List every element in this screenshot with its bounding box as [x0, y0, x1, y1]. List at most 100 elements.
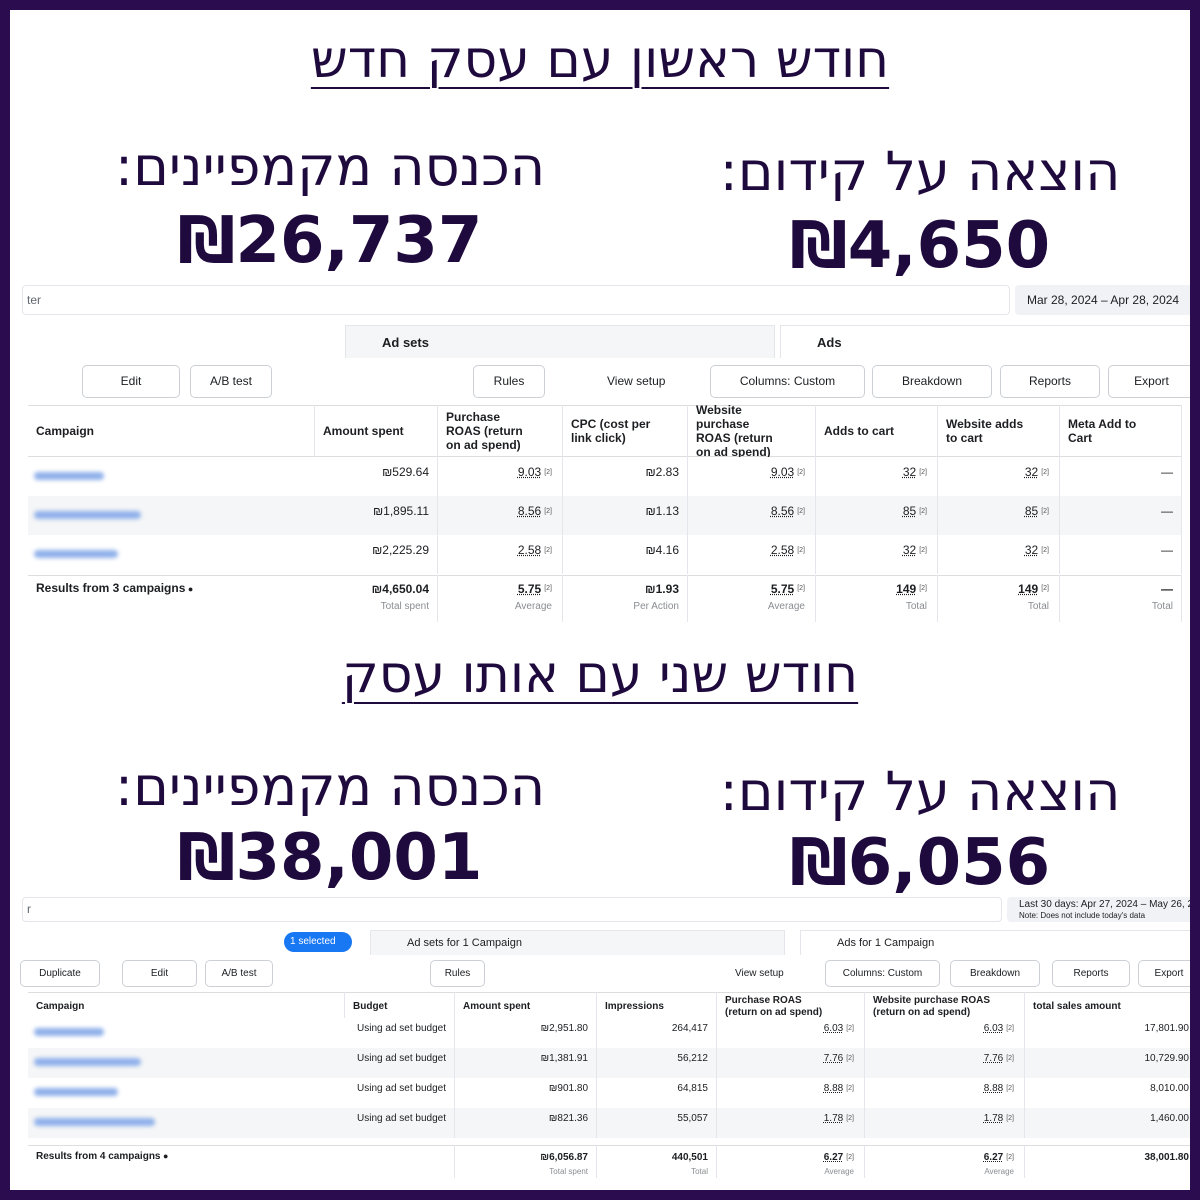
note-mark: [2] — [919, 585, 927, 592]
totals-cell: 5.75 [2] Average — [688, 575, 816, 622]
note-mark: [2] — [797, 547, 805, 554]
selected-pill[interactable]: 1 selected — [284, 932, 352, 952]
table-cell: ₪2.83 — [563, 457, 688, 496]
tab[interactable]: Ads for 1 Campaign — [800, 930, 1190, 955]
total-sub: Total — [905, 601, 927, 612]
table-cell: 32 [2] — [938, 535, 1060, 574]
toolbar-button[interactable]: Rules — [430, 960, 485, 987]
toolbar-button[interactable]: Reports — [1000, 365, 1100, 398]
search-bar[interactable]: r — [22, 897, 1002, 922]
cell-value: 1,460.00 — [1150, 1113, 1189, 1124]
toolbar-button[interactable]: Edit — [82, 365, 180, 398]
table-cell: 85 [2] — [816, 496, 938, 535]
column-header[interactable]: total sales amount — [1025, 992, 1190, 1022]
column-header[interactable]: Purchase ROAS (return on ad spend) — [438, 405, 563, 457]
cell-value: 1.78 — [823, 1113, 844, 1124]
toolbar-button[interactable]: A/B test — [190, 365, 272, 398]
campaign-name-blurred — [34, 1088, 118, 1096]
tab[interactable]: Ads — [780, 325, 1190, 358]
toolbar-button[interactable]: A/B test — [205, 960, 273, 987]
column-header[interactable]: Impressions — [597, 992, 717, 1022]
table-cell: — — [1060, 496, 1182, 535]
toolbar-button[interactable]: View setup — [735, 968, 784, 979]
cell-value: — — [1161, 543, 1173, 557]
table-cell: 32 [2] — [938, 457, 1060, 496]
column-header[interactable]: Adds to cart — [816, 405, 938, 457]
note-mark: [2] — [1006, 1055, 1014, 1062]
totals-cell — [345, 1145, 455, 1178]
column-header[interactable]: Amount spent — [315, 405, 438, 457]
campaign-name-blurred — [34, 549, 118, 558]
table-cell: Using ad set budget — [345, 1078, 455, 1108]
note-mark: [2] — [1006, 1025, 1014, 1032]
note-mark: [2] — [544, 469, 552, 476]
table-cell: ₪901.80 — [455, 1078, 597, 1108]
toolbar-button[interactable]: View setup — [607, 374, 666, 388]
table-cell: 85 [2] — [938, 496, 1060, 535]
cell-value: — — [1161, 504, 1173, 518]
toolbar-button[interactable]: Reports — [1052, 960, 1130, 987]
totals-row — [28, 1145, 1190, 1178]
date-range[interactable]: Mar 28, 2024 – Apr 28, 2024 — [1015, 285, 1190, 315]
cell-value: 32 — [902, 543, 917, 557]
column-header[interactable]: Campaign — [28, 405, 315, 457]
column-header[interactable]: Purchase ROAS (return on ad spend) — [717, 992, 865, 1022]
totals-label: Results from 4 campaigns ● — [36, 1151, 168, 1162]
toolbar-button[interactable]: Breakdown — [950, 960, 1040, 987]
note-mark: [2] — [846, 1115, 854, 1122]
total-sub: Total — [1027, 601, 1049, 612]
totals-row — [28, 575, 1182, 622]
tab[interactable]: Ad sets — [345, 325, 775, 358]
column-header[interactable]: Website adds to cart — [938, 405, 1060, 457]
column-header[interactable]: Meta Add to Cart — [1060, 405, 1182, 457]
totals-cell: 6.27 [2] Average — [865, 1145, 1025, 1178]
cell-value: 8,010.00 — [1150, 1083, 1189, 1094]
table-cell: 9.03 [2] — [688, 457, 816, 496]
cell-value: ₪2.83 — [645, 465, 679, 479]
table-row — [28, 496, 1182, 535]
totals-cell: 5.75 [2] Average — [438, 575, 563, 622]
date-range[interactable]: Last 30 days: Apr 27, 2024 – May 26, 202… — [1007, 897, 1190, 922]
column-header[interactable]: Amount spent — [455, 992, 597, 1022]
total-value: 38,001.80 — [1144, 1152, 1190, 1163]
note-mark: [2] — [544, 547, 552, 554]
toolbar-button[interactable]: Export — [1108, 365, 1190, 398]
column-header[interactable]: CPC (cost per link click) — [563, 405, 688, 457]
cell-value: 32 — [902, 465, 917, 479]
column-header[interactable]: Website purchase ROAS (return on ad spen… — [688, 403, 816, 459]
tab[interactable]: Ad sets for 1 Campaign — [370, 930, 785, 955]
toolbar-button[interactable]: Edit — [122, 960, 197, 987]
note-mark: [2] — [1041, 469, 1049, 476]
note-mark: [2] — [797, 585, 805, 592]
note-mark: [2] — [1006, 1115, 1014, 1122]
column-header[interactable]: Website purchase ROAS (return on ad spen… — [865, 992, 1025, 1022]
table-cell: 55,057 — [597, 1108, 717, 1138]
column-header[interactable]: Campaign — [28, 992, 345, 1022]
cell-value: Using ad set budget — [357, 1083, 446, 1094]
cell-value: 10,729.90 — [1144, 1053, 1190, 1064]
toolbar-button[interactable]: Duplicate — [20, 960, 100, 987]
cell-value: 8.88 — [823, 1083, 844, 1094]
note-mark: [2] — [1041, 547, 1049, 554]
totals-cell: 149 [2] Total — [816, 575, 938, 622]
toolbar-button[interactable]: Export — [1138, 960, 1190, 987]
note-mark: [2] — [919, 469, 927, 476]
revenue-value: ₪38,001 — [177, 821, 483, 895]
total-sub: Total — [691, 1167, 708, 1176]
table-cell: 56,212 — [597, 1048, 717, 1078]
totals-text: Results from 4 campaigns — [36, 1151, 161, 1162]
spend-value: ₪6,056 — [789, 826, 1051, 900]
column-header[interactable]: Budget — [345, 992, 455, 1022]
toolbar-button[interactable]: Columns: Custom — [825, 960, 940, 987]
toolbar-button[interactable]: Rules — [473, 365, 545, 398]
totals-cell: 6.27 [2] Average — [717, 1145, 865, 1178]
toolbar-button[interactable]: Breakdown — [872, 365, 992, 398]
table-cell: 9.03 [2] — [438, 457, 563, 496]
toolbar-button[interactable]: Columns: Custom — [710, 365, 865, 398]
cell-value: ₪821.36 — [548, 1113, 588, 1124]
search-bar[interactable]: ter — [22, 285, 1010, 315]
campaign-name-blurred — [34, 1028, 104, 1036]
table-cell: 1.78 [2] — [717, 1108, 865, 1138]
totals-cell: ₪6,056.87 Total spent — [455, 1145, 597, 1178]
total-value: — — [1161, 582, 1173, 596]
